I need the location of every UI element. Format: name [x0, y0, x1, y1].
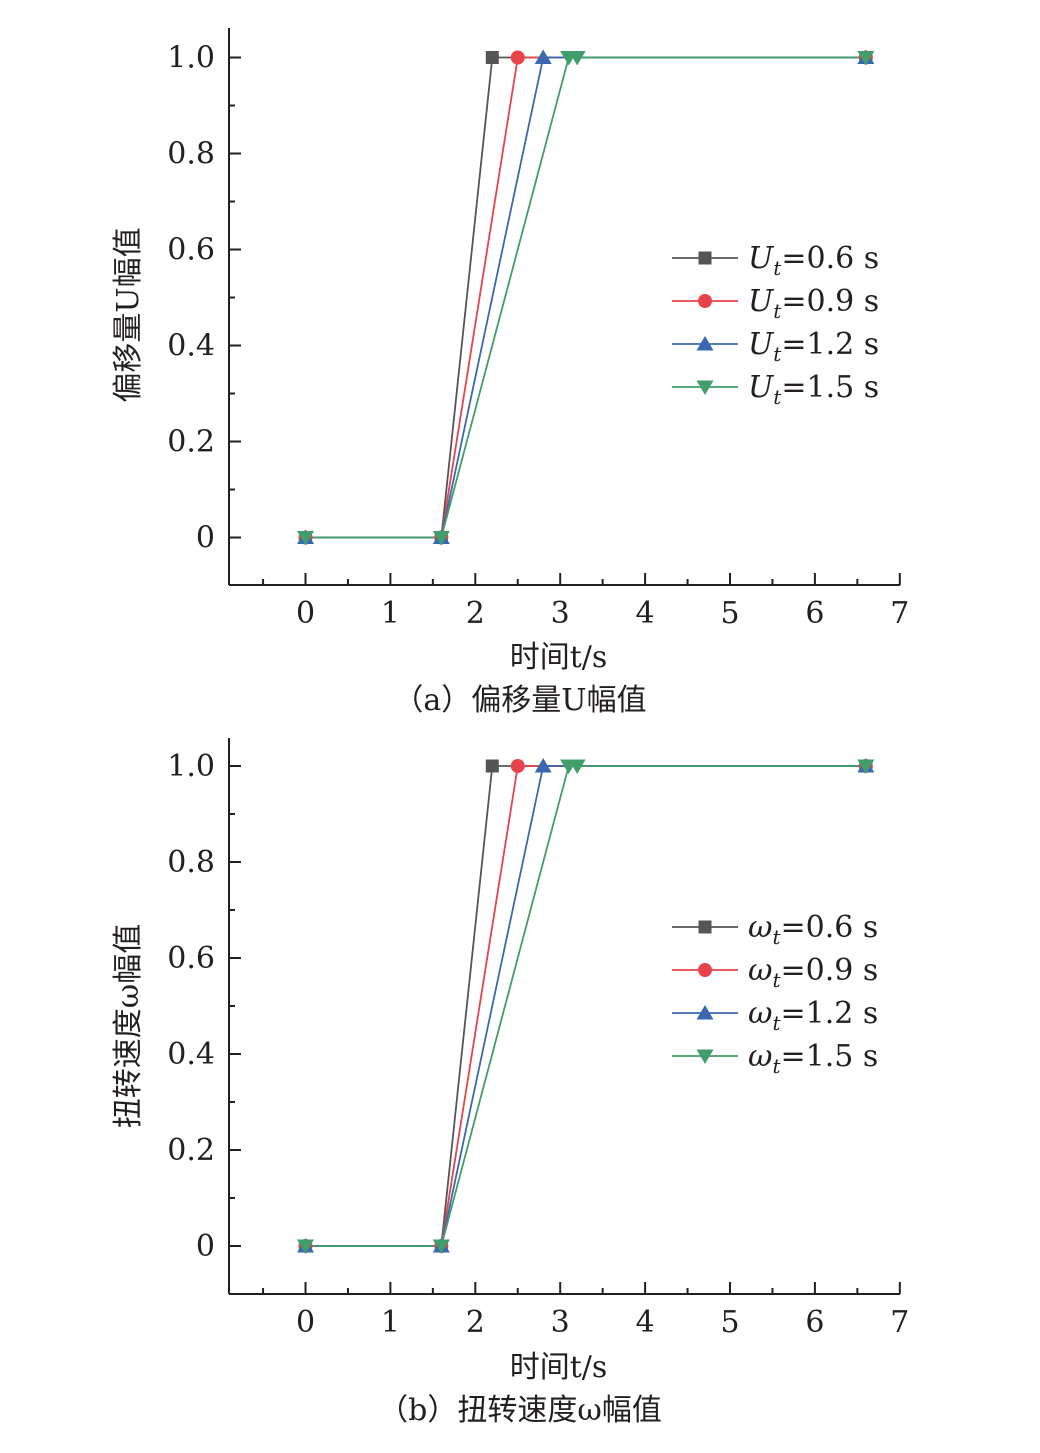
- x-tick-label: 5: [720, 1305, 739, 1340]
- figure-caption: （a）偏移量U幅值: [393, 683, 646, 718]
- data-point-series-1: [510, 50, 525, 65]
- x-tick-label: 4: [636, 1305, 655, 1340]
- x-tick-label: 2: [466, 596, 485, 631]
- y-tick-label: 0: [196, 521, 215, 556]
- x-tick-label: 0: [296, 596, 315, 631]
- legend-item-0: ωt=0.6 s: [672, 910, 878, 949]
- data-point-series-3: [432, 531, 450, 546]
- chart-panel-b: 0 1 2 3 4 5 6 7 0 0.2 0.4 0.6 0.8 1.0 时间t/s 扭转速度ω幅值 （b）扭…: [111, 738, 909, 1428]
- legend-label: ωt=0.9 s: [748, 953, 878, 992]
- y-tick-label: 0.6: [167, 941, 215, 976]
- y-tick-label: 0: [196, 1229, 215, 1264]
- data-point-series-0: [485, 51, 499, 64]
- legend-item-3: ωt=1.5 s: [672, 1039, 878, 1078]
- data-point-series-3: [857, 51, 875, 66]
- chart-panel-a: 0 1 2 3 4 5 6 7 0 0.2 0.4 0.6 0.8 1.0 时间t/s 偏移量U幅值 （a）偏移…: [111, 28, 909, 718]
- x-tick-label: 7: [890, 1305, 909, 1340]
- x-tick-label: 0: [296, 1305, 315, 1340]
- data-point-series-2: [534, 49, 552, 64]
- legend-marker: [696, 380, 714, 395]
- legend-item-1: Ut=0.9 s: [672, 284, 879, 323]
- y-tick-label: 0.8: [167, 137, 215, 172]
- legend-marker: [696, 1049, 714, 1064]
- data-point-series-3: [297, 531, 314, 546]
- x-tick-label: 2: [466, 1305, 485, 1340]
- y-tick-label: 0.4: [167, 329, 215, 364]
- x-tick-label: 6: [805, 596, 824, 631]
- legend-marker: [696, 1005, 714, 1020]
- x-tick-label: 7: [890, 596, 909, 631]
- legend-label: Ut=0.9 s: [748, 284, 879, 323]
- x-tick-label: 6: [805, 1305, 824, 1340]
- y-tick-label: 1.0: [167, 41, 215, 76]
- x-tick-label: 1: [381, 1305, 400, 1340]
- y-axis-title: 偏移量U幅值: [111, 227, 146, 402]
- data-point-series-3: [432, 1239, 450, 1254]
- data-point-series-3: [568, 51, 586, 66]
- legend-label: ωt=0.6 s: [748, 910, 878, 949]
- legend-label: ωt=1.2 s: [748, 996, 878, 1035]
- legend-marker: [698, 963, 712, 977]
- legend-item-3: Ut=1.5 s: [672, 370, 879, 409]
- data-point-series-0: [485, 759, 499, 773]
- legend-label: Ut=1.5 s: [748, 370, 879, 409]
- legend-label: ωt=1.5 s: [748, 1039, 878, 1078]
- y-tick-label: 0.8: [167, 845, 215, 880]
- data-point-series-3: [297, 1239, 314, 1254]
- legend-marker: [696, 336, 714, 351]
- x-tick-label: 3: [551, 596, 570, 631]
- x-tick-label: 5: [720, 596, 739, 631]
- legend-item-0: Ut=0.6 s: [672, 241, 879, 280]
- y-axis-title: 扭转速度ω幅值: [111, 924, 146, 1128]
- legend-label: Ut=1.2 s: [748, 327, 879, 366]
- y-tick-label: 0.2: [167, 425, 215, 460]
- y-tick-label: 0.6: [167, 233, 215, 268]
- x-tick-label: 3: [551, 1305, 570, 1340]
- x-axis-title: 时间t/s: [510, 640, 608, 675]
- legend-item-1: ωt=0.9 s: [672, 953, 878, 992]
- legend-item-2: ωt=1.2 s: [672, 996, 878, 1035]
- y-tick-label: 0.4: [167, 1037, 215, 1072]
- legend-label: Ut=0.6 s: [748, 241, 879, 280]
- legend-marker: [698, 294, 712, 308]
- legend-marker: [698, 920, 712, 934]
- figure-caption: （b）扭转速度ω幅值: [378, 1393, 662, 1428]
- legend-item-2: Ut=1.2 s: [672, 327, 879, 366]
- data-point-series-2: [534, 758, 552, 773]
- data-point-series-3: [568, 759, 586, 774]
- data-point-series-1: [510, 759, 525, 773]
- y-tick-label: 0.2: [167, 1133, 215, 1168]
- legend-marker: [698, 251, 712, 265]
- data-point-series-3: [857, 759, 875, 774]
- x-tick-label: 4: [636, 596, 655, 631]
- y-tick-label: 1.0: [167, 749, 215, 784]
- x-axis-title: 时间t/s: [510, 1350, 608, 1385]
- x-tick-label: 1: [381, 596, 400, 631]
